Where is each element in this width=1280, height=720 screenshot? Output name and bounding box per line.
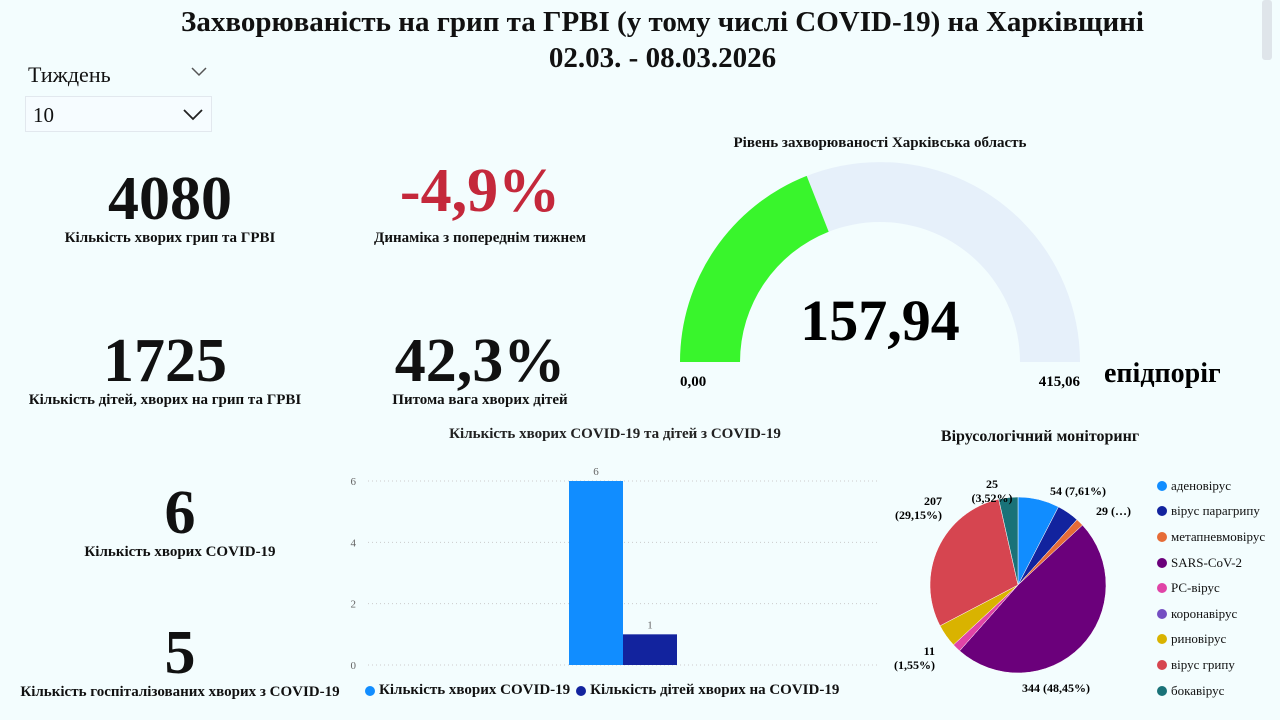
title-text: Захворюваність на грип та ГРВІ (у тому ч… xyxy=(181,6,1144,38)
slicer-label: Тиждень xyxy=(28,62,111,87)
week-dropdown[interactable]: 10 xyxy=(25,96,212,132)
kpi-dynamics: -4,9% Динаміка з попереднім тижнем xyxy=(330,160,630,247)
period-text: 02.03. - 08.03.2026 xyxy=(548,42,777,74)
legend-label: вірус парагрипу xyxy=(1171,503,1260,519)
bar-chart: 0 2 4 6 6 1 xyxy=(351,466,880,672)
pie-legend: аденовірус вірус парагрипу метапневмовірус… xyxy=(1157,473,1265,703)
week-value: 10 xyxy=(33,103,54,127)
legend-item[interactable]: вірус парагрипу xyxy=(1157,499,1265,525)
legend-item[interactable]: вірус грипу xyxy=(1157,652,1265,678)
bar-chart-title: Кількість хворих COVID-19 та дітей з COV… xyxy=(449,426,781,442)
gauge-max: 415,06 xyxy=(1039,374,1081,390)
pie-chart: 54 (7,61%) 29 (…) 344 (48,45%) 11 (1,55%) 207… xyxy=(894,477,1131,695)
legend-item[interactable]: коронавірус xyxy=(1157,601,1265,627)
legend-label: бокавірус xyxy=(1171,682,1225,698)
pie-data-label: 344 (48,45%) xyxy=(1022,681,1090,695)
legend-label: Кількість дітей хворих на COVID-19 xyxy=(590,682,840,698)
bar[interactable] xyxy=(623,634,677,665)
kpi-covid: 6 Кількість хворих COVID-19 xyxy=(30,482,330,561)
legend-label: аденовірус xyxy=(1171,477,1231,493)
legend-item[interactable]: SARS-CoV-2 xyxy=(1157,550,1265,576)
scrollbar[interactable] xyxy=(1262,0,1272,60)
y-tick-label: 2 xyxy=(351,599,357,611)
legend-dot xyxy=(576,685,587,696)
kpi-covid-hosp: 5 Кількість госпіталізованих хворих з CO… xyxy=(0,622,360,701)
legend-item[interactable]: РС-вірус xyxy=(1157,575,1265,601)
legend-label: РС-вірус xyxy=(1171,580,1220,596)
legend-label: Кількість хворих COVID-19 xyxy=(379,682,571,698)
bar[interactable] xyxy=(569,481,623,665)
chevron-down-icon xyxy=(183,109,203,121)
kpi-label: Кількість дітей, хворих на грип та ГРВІ xyxy=(28,392,302,408)
pie-slice[interactable] xyxy=(998,496,1019,586)
pie-data-label: 25 (3,52%) xyxy=(972,477,1013,505)
y-tick-label: 0 xyxy=(351,660,357,672)
gauge-title: Рівень захворюваності Харківська область xyxy=(733,135,1027,151)
legend-item[interactable]: метапневмовірус xyxy=(1157,524,1265,550)
kpi-children-share: 42,3% Питома вага хворих дітей xyxy=(330,330,630,409)
legend-item[interactable]: Кількість дітей хворих на COVID-19 xyxy=(576,682,839,699)
legend-dot xyxy=(1157,608,1167,619)
legend-item[interactable]: бокавірус xyxy=(1157,678,1265,704)
legend-item[interactable]: Кількість хворих COVID-19 xyxy=(365,682,570,699)
legend-dot xyxy=(1157,685,1167,696)
kpi-value: 1725 xyxy=(103,327,227,395)
y-tick-label: 6 xyxy=(351,476,357,488)
legend-label: вірус грипу xyxy=(1171,656,1235,672)
kpi-value: 4080 xyxy=(108,165,232,233)
kpi-value: 6 xyxy=(164,479,196,547)
legend-label: метапневмовірус xyxy=(1171,528,1266,544)
pie-slice[interactable] xyxy=(929,498,1019,627)
pie-data-label: 11 (1,55%) xyxy=(894,644,935,672)
kpi-cases: 4080 Кількість хворих грип та ГРВІ xyxy=(20,168,320,247)
gauge-min: 0,00 xyxy=(680,374,706,390)
y-tick-label: 4 xyxy=(351,537,357,549)
pie-data-label: 54 (7,61%) xyxy=(1050,484,1106,498)
collapse-chevron-icon[interactable] xyxy=(190,66,208,78)
page-title: Захворюваність на грип та ГРВІ (у тому ч… xyxy=(0,4,1280,76)
legend-item[interactable]: аденовірус xyxy=(1157,473,1265,499)
pie-data-label: 207 (29,15%) xyxy=(895,494,942,522)
kpi-label: Питома вага хворих дітей xyxy=(392,392,568,408)
legend-dot xyxy=(365,685,375,696)
legend-dot xyxy=(1157,531,1167,542)
gauge-fill xyxy=(680,175,829,362)
pie-data-label: 29 (…) xyxy=(1096,504,1131,518)
legend-label: SARS-CoV-2 xyxy=(1171,554,1243,570)
legend-dot xyxy=(1157,480,1167,491)
pie-slice[interactable] xyxy=(959,524,1107,674)
legend-dot xyxy=(1157,659,1167,670)
gauge-value: 157,94 xyxy=(800,288,960,353)
kpi-value: -4,9% xyxy=(399,157,561,225)
pie-chart-title: Вірусологічний моніторинг xyxy=(940,428,1140,445)
legend-dot xyxy=(1157,583,1167,594)
kpi-value: 5 xyxy=(164,619,196,687)
kpi-value: 42,3% xyxy=(394,327,566,395)
legend-dot xyxy=(1157,634,1167,645)
kpi-label: Кількість хворих COVID-19 xyxy=(84,544,276,560)
gauge-threshold-label: епідпоріг xyxy=(1104,358,1221,389)
bar-data-label: 6 xyxy=(593,466,599,478)
gauge: 157,94 0,00 415,06 епідпоріг xyxy=(680,162,1221,390)
kpi-label: Динаміка з попереднім тижнем xyxy=(374,230,586,246)
kpi-children: 1725 Кількість дітей, хворих на грип та … xyxy=(10,330,320,409)
legend-label: риновірус xyxy=(1171,631,1227,647)
kpi-label: Кількість хворих грип та ГРВІ xyxy=(64,230,276,246)
bar-data-label: 1 xyxy=(647,619,653,631)
legend-dot xyxy=(1157,557,1167,568)
bar-legend: Кількість хворих COVID-19 Кількість діте… xyxy=(365,682,839,699)
legend-dot xyxy=(1157,506,1167,517)
legend-label: коронавірус xyxy=(1171,605,1238,621)
legend-item[interactable]: риновірус xyxy=(1157,627,1265,653)
kpi-label: Кількість госпіталізованих хворих з COVI… xyxy=(20,684,340,700)
